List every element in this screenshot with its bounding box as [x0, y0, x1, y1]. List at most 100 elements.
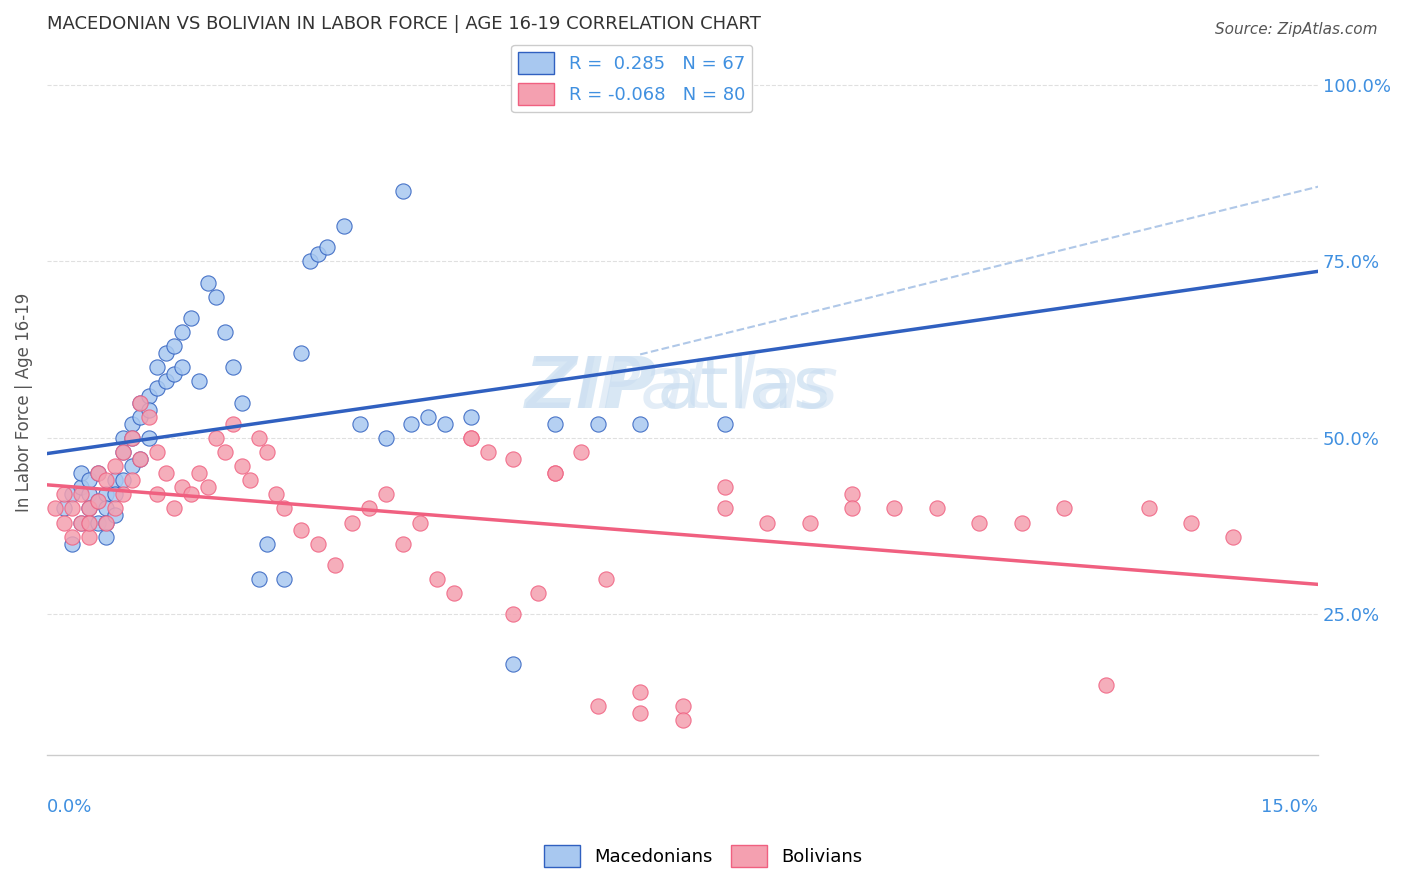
- Point: [502, 607, 524, 622]
- Point: [799, 516, 821, 530]
- Point: [544, 466, 567, 480]
- Point: [52, 516, 75, 530]
- Point: [87, 466, 110, 480]
- Point: [1095, 678, 1118, 692]
- Point: [418, 409, 440, 424]
- Point: [307, 247, 329, 261]
- Point: [714, 480, 737, 494]
- Point: [77, 530, 100, 544]
- Point: [129, 395, 152, 409]
- Point: [121, 417, 143, 431]
- Point: [96, 487, 118, 501]
- Text: 15.0%: 15.0%: [1261, 797, 1319, 815]
- Point: [129, 395, 152, 409]
- Point: [628, 417, 651, 431]
- Point: [671, 713, 693, 727]
- Point: [129, 409, 152, 424]
- Point: [1222, 530, 1244, 544]
- Point: [146, 382, 169, 396]
- Point: [121, 473, 143, 487]
- Point: [298, 254, 321, 268]
- Point: [231, 459, 253, 474]
- Point: [714, 417, 737, 431]
- Point: [586, 698, 609, 713]
- Point: [52, 487, 75, 501]
- Point: [544, 466, 567, 480]
- Point: [290, 523, 312, 537]
- Point: [172, 480, 194, 494]
- Point: [138, 388, 160, 402]
- Point: [1180, 516, 1202, 530]
- Point: [264, 487, 287, 501]
- Point: [443, 586, 465, 600]
- Point: [163, 339, 186, 353]
- Point: [96, 501, 118, 516]
- Point: [69, 516, 91, 530]
- Y-axis label: In Labor Force | Age 16-19: In Labor Force | Age 16-19: [15, 293, 32, 512]
- Point: [434, 417, 457, 431]
- Point: [60, 530, 83, 544]
- Point: [714, 501, 737, 516]
- Point: [925, 501, 948, 516]
- Point: [112, 431, 135, 445]
- Point: [357, 501, 380, 516]
- Text: MACEDONIAN VS BOLIVIAN IN LABOR FORCE | AGE 16-19 CORRELATION CHART: MACEDONIAN VS BOLIVIAN IN LABOR FORCE | …: [46, 15, 761, 33]
- Point: [69, 487, 91, 501]
- Point: [374, 487, 396, 501]
- Point: [69, 480, 91, 494]
- Point: [231, 395, 253, 409]
- Point: [146, 445, 169, 459]
- Point: [273, 501, 295, 516]
- Point: [188, 466, 211, 480]
- Point: [239, 473, 262, 487]
- Point: [841, 501, 863, 516]
- Point: [205, 431, 228, 445]
- Point: [121, 431, 143, 445]
- Point: [460, 431, 482, 445]
- Point: [595, 572, 617, 586]
- Point: [155, 375, 177, 389]
- Point: [247, 572, 270, 586]
- Text: atlas: atlas: [657, 354, 831, 423]
- Point: [628, 706, 651, 720]
- Point: [671, 698, 693, 713]
- Point: [197, 480, 219, 494]
- Point: [104, 459, 127, 474]
- Point: [60, 487, 83, 501]
- Legend: Macedonians, Bolivians: Macedonians, Bolivians: [537, 838, 869, 874]
- Point: [502, 657, 524, 671]
- Point: [96, 530, 118, 544]
- Point: [841, 487, 863, 501]
- Point: [60, 501, 83, 516]
- Point: [883, 501, 905, 516]
- Point: [77, 501, 100, 516]
- Point: [544, 417, 567, 431]
- Point: [112, 445, 135, 459]
- Point: [502, 452, 524, 467]
- Point: [460, 409, 482, 424]
- Point: [256, 537, 278, 551]
- Point: [104, 487, 127, 501]
- Point: [332, 219, 354, 234]
- Point: [569, 445, 592, 459]
- Point: [392, 537, 415, 551]
- Point: [60, 537, 83, 551]
- Text: ZIPat las: ZIPat las: [526, 354, 838, 423]
- Point: [129, 452, 152, 467]
- Point: [138, 402, 160, 417]
- Point: [222, 360, 245, 375]
- Point: [172, 325, 194, 339]
- Point: [392, 184, 415, 198]
- Point: [69, 516, 91, 530]
- Point: [1053, 501, 1076, 516]
- Point: [87, 494, 110, 508]
- Point: [374, 431, 396, 445]
- Point: [172, 360, 194, 375]
- Point: [96, 516, 118, 530]
- Point: [188, 375, 211, 389]
- Point: [146, 487, 169, 501]
- Point: [112, 473, 135, 487]
- Point: [307, 537, 329, 551]
- Point: [214, 445, 236, 459]
- Point: [104, 473, 127, 487]
